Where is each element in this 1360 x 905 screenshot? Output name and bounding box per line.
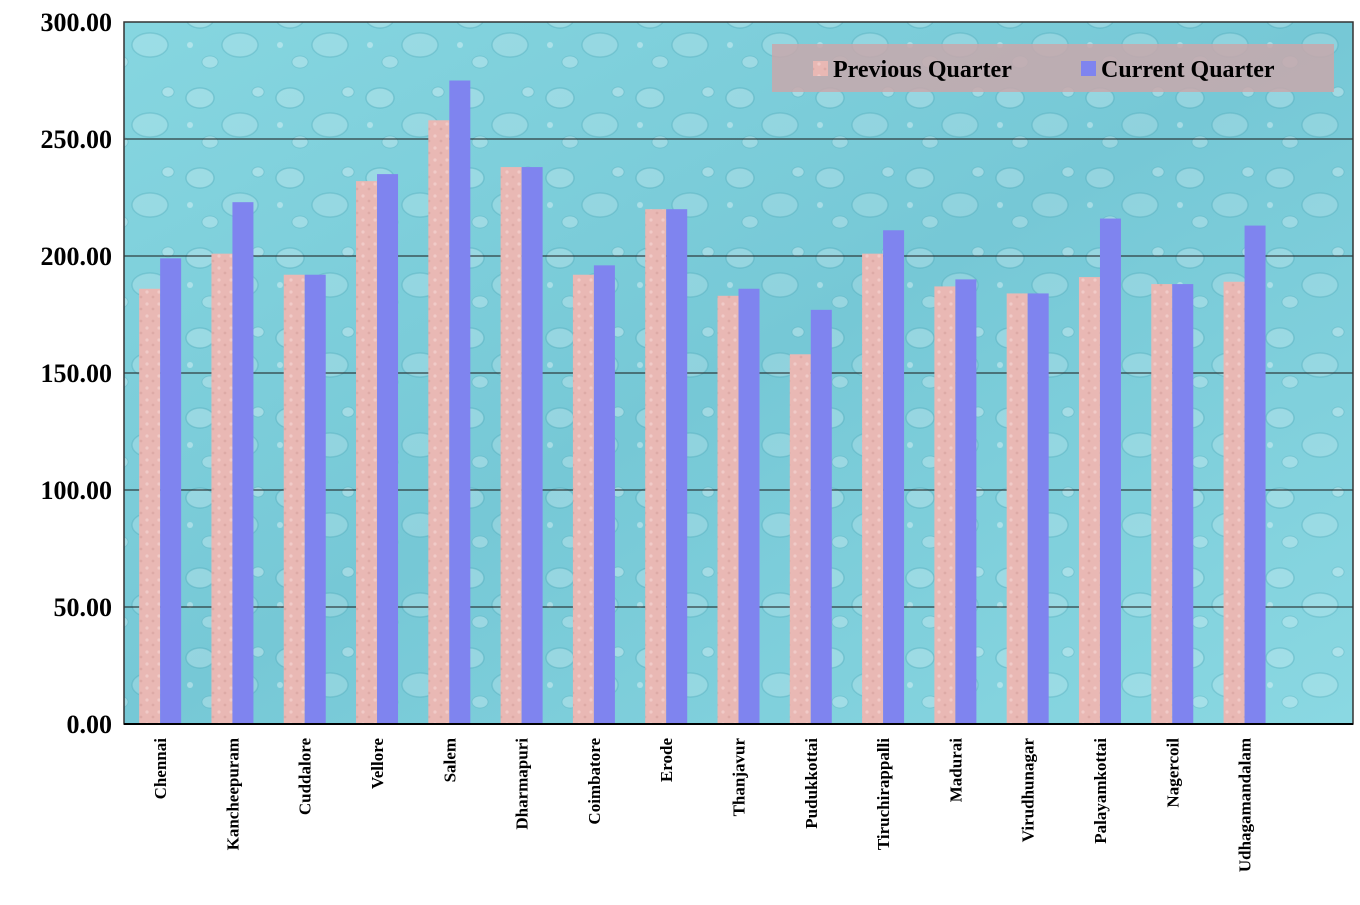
legend: Previous Quarter Current Quarter: [772, 44, 1334, 92]
bar-previous-chennai: [139, 288, 161, 724]
bar-previous-pudukkottai: [789, 354, 811, 724]
bar-current-erode: [666, 209, 688, 724]
bar-previous-salem: [428, 120, 450, 724]
bar-current-udhagamandalam: [1244, 225, 1266, 724]
x-tick-label: Chennai: [151, 738, 170, 800]
bar-current-dharmapuri: [521, 167, 543, 724]
bar-current-salem: [449, 80, 471, 724]
bar-current-tiruchirappalli: [883, 230, 905, 724]
x-tick-label: Coimbatore: [585, 738, 604, 825]
axes: [123, 21, 1354, 725]
bar-current-madurai: [955, 279, 977, 724]
x-tick-label: Erode: [657, 738, 676, 783]
x-tick-label: Dharmapuri: [513, 738, 532, 830]
bar-previous-thanjavur: [717, 295, 739, 724]
y-tick-label: 100.00: [41, 476, 113, 505]
y-tick-label: 0.00: [67, 710, 113, 739]
bar-current-cuddalore: [304, 274, 326, 724]
bar-previous-nagercoil: [1151, 284, 1173, 724]
bar-current-kancheepuram: [232, 202, 254, 724]
bar-previous-tiruchirappalli: [862, 253, 884, 724]
bar-previous-coimbatore: [572, 274, 594, 724]
x-tick-label: Thanjavur: [730, 738, 749, 817]
y-tick-label: 50.00: [54, 593, 113, 622]
bar-previous-madurai: [934, 286, 956, 724]
x-tick-label: Udhagamandalam: [1236, 738, 1255, 872]
legend-swatch-previous: [813, 61, 828, 76]
bar-previous-dharmapuri: [500, 167, 522, 724]
bar-current-thanjavur: [738, 288, 760, 724]
bar-current-pudukkottai: [810, 309, 832, 724]
y-tick-label: 150.00: [41, 359, 113, 388]
legend-box: [772, 44, 1334, 92]
x-tick-label: Nagercoil: [1163, 738, 1182, 808]
x-tick-label: Salem: [440, 738, 459, 782]
legend-label-previous: Previous Quarter: [833, 57, 1012, 83]
legend-label-current: Current Quarter: [1101, 57, 1275, 83]
x-axis-labels: Chennai Kancheepuram Cuddalore Vellore Salem…: [151, 738, 1254, 873]
x-tick-label: Palayamkottai: [1091, 738, 1110, 844]
x-tick-label: Cuddalore: [296, 738, 315, 816]
bar-current-coimbatore: [593, 265, 615, 724]
bar-previous-cuddalore: [283, 274, 305, 724]
bars: [139, 80, 1266, 725]
y-tick-label: 300.00: [41, 8, 113, 37]
bar-current-palayamkottai: [1099, 218, 1121, 724]
x-tick-label: Tiruchirappalli: [874, 738, 893, 850]
bar-previous-virudhunagar: [1006, 293, 1028, 724]
bar-current-nagercoil: [1172, 284, 1194, 724]
x-tick-label: Vellore: [368, 738, 387, 789]
x-tick-label: Kancheepuram: [223, 738, 242, 850]
bar-current-virudhunagar: [1027, 293, 1049, 724]
x-tick-label: Madurai: [946, 738, 965, 803]
bar-previous-vellore: [356, 181, 378, 724]
y-tick-label: 250.00: [41, 125, 113, 154]
x-tick-label: Pudukkottai: [802, 738, 821, 829]
bar-previous-kancheepuram: [211, 253, 233, 724]
y-axis-ticks: 0.00 50.00 100.00 150.00 200.00 250.00 300.00: [41, 8, 113, 739]
bar-previous-palayamkottai: [1078, 277, 1100, 724]
y-tick-label: 200.00: [41, 242, 113, 271]
legend-swatch-current: [1081, 61, 1096, 76]
bar-previous-erode: [645, 209, 667, 724]
x-tick-label: Virudhunagar: [1019, 738, 1038, 843]
bar-current-chennai: [160, 258, 182, 724]
bar-current-vellore: [377, 174, 399, 725]
bar-previous-udhagamandalam: [1223, 281, 1245, 724]
